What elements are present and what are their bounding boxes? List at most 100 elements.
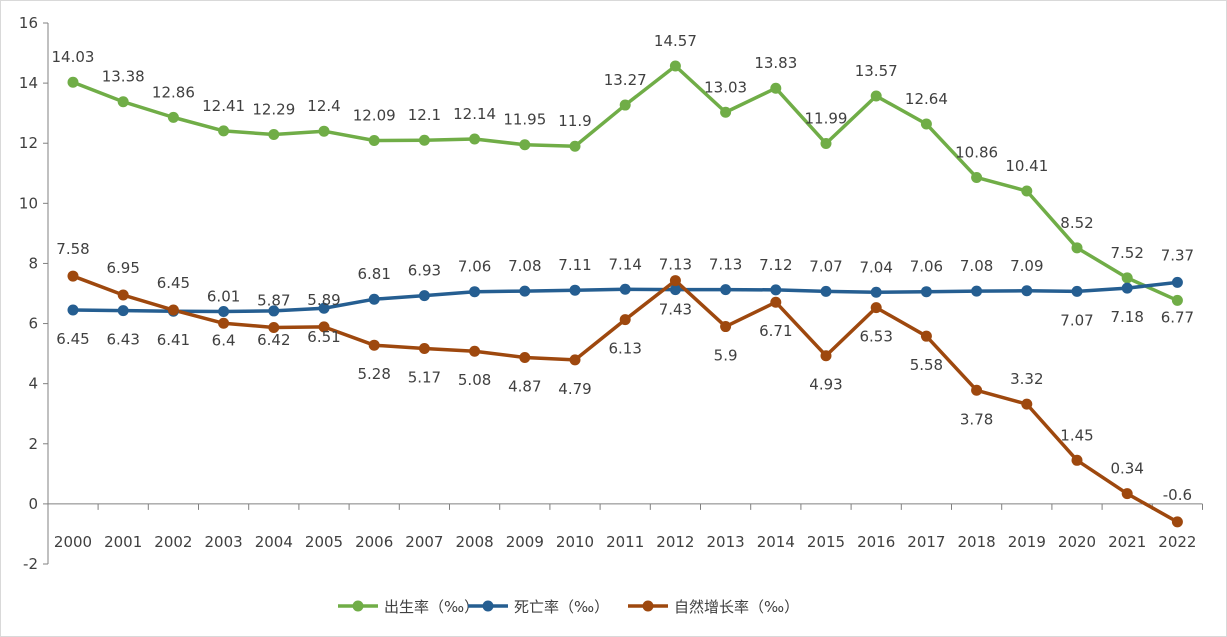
data-point	[418, 134, 430, 146]
data-label: 6.71	[759, 322, 792, 340]
x-tick-label: 2014	[757, 533, 795, 551]
x-tick-label: 2015	[807, 533, 845, 551]
data-point	[820, 350, 832, 362]
x-tick-label: 2000	[54, 533, 92, 551]
x-tick-label: 2007	[405, 533, 443, 551]
data-point	[268, 321, 280, 333]
data-point	[218, 317, 230, 329]
data-point	[469, 345, 481, 357]
data-label: 7.13	[709, 256, 742, 274]
data-point	[418, 290, 430, 302]
data-point	[569, 140, 581, 152]
data-label: 6.77	[1161, 308, 1194, 326]
data-label: 6.81	[357, 265, 390, 283]
data-point	[619, 99, 631, 111]
x-tick-label: 2011	[606, 533, 644, 551]
data-point	[1171, 294, 1183, 306]
data-point	[167, 111, 179, 123]
data-label: 6.41	[157, 331, 190, 349]
data-label: 3.32	[1010, 370, 1043, 388]
data-label: 5.28	[357, 365, 390, 383]
data-point	[669, 60, 681, 72]
data-point	[1021, 285, 1033, 297]
data-label: 4.93	[809, 376, 842, 394]
x-tick-label: 2006	[355, 533, 393, 551]
axes: -2 0 2 4 6 8 10 12 14 16 2000 2001 2002 2003 2004 2005 2…	[19, 14, 1203, 573]
data-point	[268, 305, 280, 317]
y-tick-label: 4	[28, 375, 38, 393]
x-tick-label: 2021	[1108, 533, 1146, 551]
data-label: 12.64	[905, 90, 948, 108]
data-label: 7.07	[1060, 311, 1093, 329]
data-point	[770, 82, 782, 94]
y-tick-label: 8	[28, 254, 38, 272]
data-point	[318, 321, 330, 333]
data-point	[1121, 272, 1133, 284]
data-point	[418, 343, 430, 355]
data-label: 12.14	[453, 105, 496, 123]
data-point	[117, 305, 129, 317]
data-point	[870, 90, 882, 102]
data-point	[971, 384, 983, 396]
data-point	[1071, 285, 1083, 297]
data-label: 6.43	[106, 331, 139, 349]
x-tick-label: 2004	[255, 533, 293, 551]
data-point	[318, 302, 330, 314]
x-tick-label: 2018	[958, 533, 996, 551]
y-tick-label: 14	[19, 74, 38, 92]
data-label: 7.12	[759, 256, 792, 274]
data-point	[820, 285, 832, 297]
x-tick-label: 2016	[857, 533, 895, 551]
data-point	[218, 306, 230, 318]
data-point	[117, 289, 129, 301]
data-label: 5.9	[714, 347, 738, 365]
data-point	[669, 284, 681, 296]
data-point	[1121, 282, 1133, 294]
data-label: 6.93	[408, 262, 441, 280]
data-label: 4.87	[508, 378, 541, 396]
legend: 出生率（‰） 死亡率（‰） 自然增长率（‰）	[338, 598, 799, 616]
data-label: 3.78	[960, 410, 993, 428]
data-point	[368, 135, 380, 147]
data-label: 5.17	[408, 369, 441, 387]
legend-label: 出生率（‰）	[384, 598, 479, 616]
data-point	[67, 270, 79, 282]
data-label: 7.09	[1010, 257, 1043, 275]
data-label: 11.9	[558, 112, 591, 130]
data-point	[920, 330, 932, 342]
x-tick-label: 2017	[907, 533, 945, 551]
data-label: 10.86	[955, 143, 998, 161]
data-label: 13.27	[604, 71, 647, 89]
data-point	[669, 275, 681, 287]
data-label: 12.1	[408, 106, 441, 124]
data-point	[619, 314, 631, 326]
data-label: 0.34	[1110, 460, 1143, 478]
legend-marker	[352, 600, 364, 612]
y-tick-label: -2	[23, 555, 38, 573]
data-point	[720, 321, 732, 333]
data-label: 7.04	[859, 258, 892, 276]
data-label: 12.09	[353, 107, 396, 125]
data-point	[569, 354, 581, 366]
data-point	[1171, 516, 1183, 528]
data-point	[469, 286, 481, 298]
data-point	[1021, 185, 1033, 197]
x-tick-label: 2002	[154, 533, 192, 551]
data-label: 7.43	[659, 301, 692, 319]
data-point	[67, 76, 79, 88]
data-label: 12.29	[252, 101, 295, 119]
data-label: 7.06	[910, 258, 943, 276]
data-label: 13.57	[855, 62, 898, 80]
data-point	[920, 286, 932, 298]
data-point	[1071, 242, 1083, 254]
data-label: 7.14	[608, 255, 641, 273]
data-point	[820, 138, 832, 150]
data-label: 5.08	[458, 371, 491, 389]
x-tick-label: 2013	[707, 533, 745, 551]
y-tick-label: 2	[28, 435, 38, 453]
data-label: 7.08	[508, 257, 541, 275]
data-label: 5.58	[910, 356, 943, 374]
data-point	[720, 284, 732, 296]
data-label: 6.95	[106, 259, 139, 277]
y-tick-label: 10	[19, 194, 38, 212]
